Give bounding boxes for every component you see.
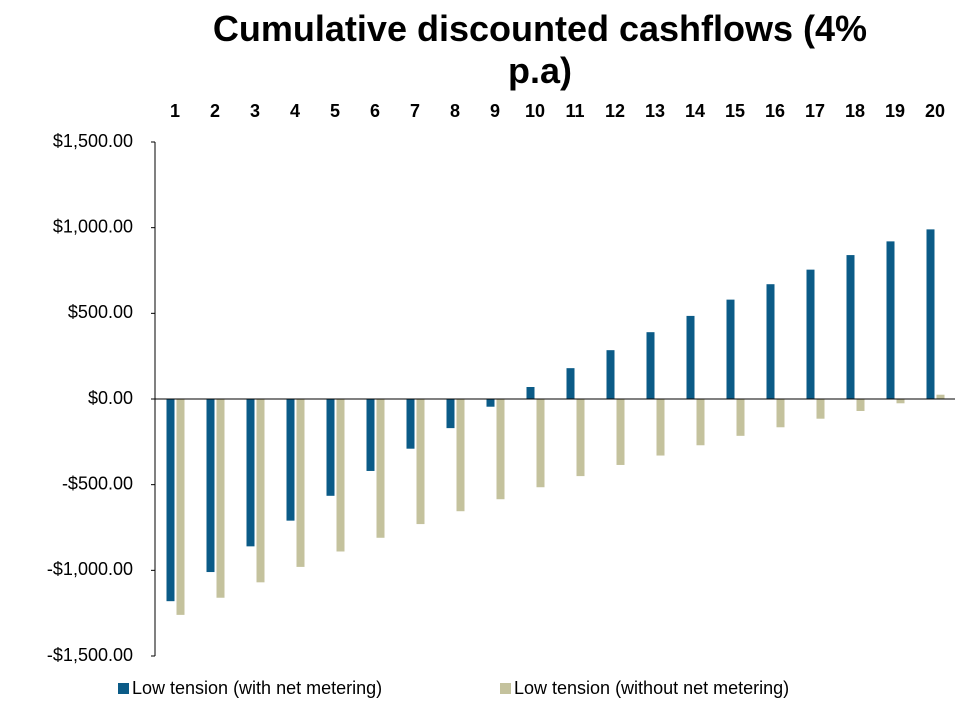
bar	[566, 368, 575, 399]
y-tick-label: $1,000.00	[53, 216, 133, 236]
bar	[166, 399, 175, 602]
bar	[526, 387, 535, 399]
bar	[576, 399, 585, 477]
bar	[416, 399, 425, 525]
bar	[686, 315, 695, 399]
bar	[936, 394, 945, 399]
legend-label: Low tension (without net metering)	[514, 678, 789, 698]
legend-swatch	[500, 683, 511, 694]
y-tick-label: $500.00	[68, 302, 133, 322]
bar	[696, 399, 705, 446]
x-tick-label: 17	[805, 101, 825, 121]
y-tick-label: $0.00	[88, 388, 133, 408]
bar	[846, 255, 855, 399]
bar	[286, 399, 295, 521]
bar	[446, 399, 455, 429]
x-tick-label: 8	[450, 101, 460, 121]
bar	[926, 229, 935, 399]
bar	[456, 399, 465, 512]
bar	[606, 350, 615, 399]
x-tick-label: 12	[605, 101, 625, 121]
x-tick-label: 11	[565, 101, 584, 121]
bar	[216, 399, 225, 598]
bar	[206, 399, 215, 573]
bar	[896, 399, 905, 404]
bar	[406, 399, 415, 449]
legend-label: Low tension (with net metering)	[132, 678, 382, 698]
x-tick-label: 14	[685, 101, 705, 121]
bar	[256, 399, 265, 583]
x-tick-label: 9	[490, 101, 500, 121]
bar	[726, 299, 735, 399]
bar	[816, 399, 825, 419]
x-tick-label: 2	[210, 101, 220, 121]
x-tick-label: 19	[885, 101, 905, 121]
x-tick-label: 20	[925, 101, 945, 121]
bar	[856, 399, 865, 411]
y-tick-label: -$1,500.00	[47, 645, 133, 665]
x-tick-label: 6	[370, 101, 380, 121]
bar	[776, 399, 785, 428]
bar	[646, 332, 655, 399]
x-tick-label: 3	[250, 101, 260, 121]
bar	[176, 399, 185, 615]
legend-swatch	[118, 683, 129, 694]
x-tick-label: 5	[330, 101, 340, 121]
x-tick-label: 18	[845, 101, 865, 121]
bar	[656, 399, 665, 456]
bar	[496, 399, 505, 500]
bar	[336, 399, 345, 552]
bar	[766, 284, 775, 399]
x-tick-label: 15	[725, 101, 745, 121]
x-tick-label: 13	[645, 101, 665, 121]
chart-title: Cumulative discounted cashflows (4% p.a)	[212, 8, 868, 91]
x-tick-label: 4	[290, 101, 300, 121]
bar	[296, 399, 305, 567]
bar	[366, 399, 375, 471]
x-tick-label: 7	[410, 101, 420, 121]
bar	[486, 399, 495, 407]
y-tick-label: -$500.00	[62, 473, 133, 493]
bar	[806, 269, 815, 399]
x-tick-label: 10	[525, 101, 545, 121]
bar	[536, 399, 545, 488]
x-tick-label: 16	[765, 101, 785, 121]
y-tick-label: -$1,000.00	[47, 559, 133, 579]
bar	[736, 399, 745, 436]
bar	[376, 399, 385, 538]
bar	[886, 241, 895, 399]
bar	[326, 399, 335, 496]
x-tick-label: 1	[170, 101, 180, 121]
bar	[616, 399, 625, 465]
y-tick-label: $1,500.00	[53, 131, 133, 151]
bar	[246, 399, 255, 547]
